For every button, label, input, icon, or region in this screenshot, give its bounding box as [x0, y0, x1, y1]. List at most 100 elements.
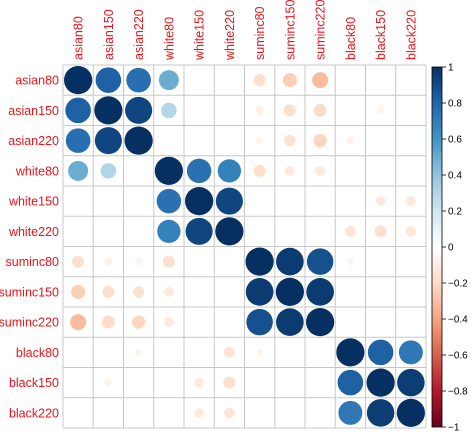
row-label-white80: white80 — [15, 164, 59, 178]
correlation-circle-black80-black150 — [367, 339, 394, 366]
colorbar-tick-label: −0.2 — [448, 279, 468, 290]
correlation-circle-black150-white220 — [223, 376, 236, 389]
correlation-circle-suminc80-suminc220 — [306, 248, 334, 275]
colorbar-tick-label: −0.6 — [448, 351, 468, 362]
correlation-circle-white150-white80 — [156, 188, 182, 214]
correlation-circle-white80-white220 — [217, 159, 242, 183]
correlation-circle-asian150-asian80 — [65, 97, 91, 124]
correlation-circle-black80-black80 — [336, 338, 365, 367]
column-label-suminc220: suminc220 — [314, 0, 328, 60]
correlation-circle-asian150-suminc220 — [313, 104, 327, 117]
correlation-circle-black80-asian220 — [135, 348, 143, 356]
row-label-white150: white150 — [8, 195, 59, 209]
row-label-white220: white220 — [8, 225, 59, 239]
correlation-circle-asian150-black150 — [377, 106, 385, 114]
correlation-circle-asian220-asian150 — [94, 127, 122, 155]
correlation-circle-suminc150-suminc80 — [245, 278, 274, 306]
correlation-circle-black80-suminc80 — [256, 348, 264, 356]
correlation-circle-suminc220-suminc150 — [276, 308, 304, 336]
column-label-black150: black150 — [374, 10, 388, 60]
colorbar-fill — [432, 67, 442, 427]
colorbar-tick-label: 1 — [448, 63, 454, 74]
correlation-circle-black150-asian150 — [104, 379, 112, 387]
correlation-circle-black220-white220 — [224, 407, 235, 419]
correlation-circle-suminc150-suminc220 — [306, 278, 334, 306]
correlation-circle-asian80-asian150 — [95, 67, 122, 93]
correlation-circle-asian220-asian220 — [124, 126, 153, 155]
correlation-circle-suminc150-white80 — [163, 286, 174, 297]
colorbar-tick-label: −0.4 — [448, 315, 468, 326]
row-label-suminc220: suminc220 — [0, 316, 59, 330]
correlation-circle-white80-suminc80 — [253, 164, 266, 177]
row-label-black220: black220 — [9, 406, 59, 420]
column-label-black80: black80 — [344, 17, 358, 60]
correlation-circle-white80-suminc220 — [315, 165, 326, 176]
correlation-circle-black220-black150 — [366, 399, 395, 427]
row-labels: asian80 asian150 asian220 white80 white150 wh… — [0, 74, 59, 421]
correlation-circle-asian150-suminc150 — [283, 104, 296, 117]
correlation-circle-black80-white220 — [223, 346, 235, 358]
correlation-circle-black150-black220 — [397, 368, 425, 397]
correlation-circle-suminc150-suminc150 — [275, 277, 305, 307]
correlation-circle-black220-white150 — [194, 407, 205, 418]
correlation-circle-white220-black80 — [344, 225, 356, 237]
column-label-white80: white80 — [162, 17, 176, 61]
correlation-circle-suminc80-white80 — [162, 255, 175, 268]
row-label-asian220: asian220 — [8, 134, 59, 148]
correlation-circle-white80-asian150 — [100, 163, 117, 179]
correlation-circle-suminc80-suminc150 — [276, 247, 304, 276]
colorbar-tick-label: 0.8 — [448, 99, 462, 110]
column-label-asian150: asian150 — [102, 9, 116, 60]
correlation-circle-white220-black220 — [405, 226, 417, 237]
column-label-asian220: asian220 — [132, 9, 146, 60]
correlation-circle-asian80-white80 — [158, 70, 179, 91]
grid — [62, 64, 427, 429]
correlation-circle-white80-white80 — [154, 156, 184, 186]
correlation-circle-asian150-suminc80 — [255, 106, 264, 115]
column-label-black220: black220 — [404, 10, 418, 60]
correlation-circle-white220-black150 — [374, 225, 387, 238]
correlation-circle-white150-white220 — [215, 187, 243, 215]
correlation-circle-asian80-suminc150 — [282, 73, 297, 88]
colorbar-tick-label: 0.2 — [448, 207, 462, 218]
correlation-circle-suminc80-asian220 — [135, 258, 143, 266]
colorbar-tick-label: −0.8 — [448, 387, 468, 398]
correlation-circle-white80-white150 — [186, 158, 212, 184]
column-label-asian80: asian80 — [72, 16, 86, 60]
correlation-circle-white150-black150 — [375, 196, 386, 207]
correlation-circle-suminc150-asian220 — [132, 286, 145, 298]
column-label-white220: white220 — [223, 10, 237, 61]
correlation-circle-asian80-suminc80 — [253, 74, 266, 87]
column-label-white150: white150 — [193, 10, 207, 61]
colorbar-tick-label: 0 — [448, 243, 454, 254]
correlation-circle-suminc150-asian150 — [102, 285, 115, 298]
correlation-circle-white150-black220 — [405, 196, 416, 207]
correlation-circle-asian80-asian220 — [126, 67, 151, 93]
correlation-circle-suminc80-suminc80 — [245, 247, 274, 276]
correlation-circle-suminc220-suminc80 — [246, 308, 273, 336]
column-labels: asian80 asian150 asian220 white80 white150 wh… — [72, 0, 419, 61]
correlation-circle-suminc220-asian150 — [102, 315, 115, 329]
correlation-circle-suminc220-asian220 — [131, 315, 146, 329]
correlation-circle-suminc220-asian80 — [70, 314, 87, 331]
correlation-circle-suminc80-asian150 — [104, 257, 113, 266]
row-label-asian80: asian80 — [15, 74, 59, 88]
colorbar-tick-label: 0.6 — [448, 135, 462, 146]
correlation-circle-suminc150-asian80 — [71, 284, 86, 299]
correlation-circle-asian220-suminc80 — [256, 137, 264, 145]
correlation-circle-asian150-white80 — [161, 102, 177, 119]
column-label-suminc150: suminc150 — [283, 0, 297, 60]
correlation-circle-black220-black80 — [338, 400, 363, 425]
colorbar-tick-label: −1 — [448, 423, 460, 434]
correlation-circle-suminc80-black80 — [346, 258, 354, 266]
row-label-suminc150: suminc150 — [0, 285, 59, 299]
correlation-circle-white80-suminc150 — [284, 165, 295, 176]
correlation-circle-black150-black150 — [366, 368, 395, 397]
correlation-circle-asian220-suminc220 — [313, 133, 327, 148]
row-label-black80: black80 — [16, 346, 59, 360]
correlation-circle-black220-black220 — [396, 398, 426, 428]
row-label-asian150: asian150 — [8, 104, 59, 118]
correlation-circle-white220-white220 — [215, 217, 244, 246]
